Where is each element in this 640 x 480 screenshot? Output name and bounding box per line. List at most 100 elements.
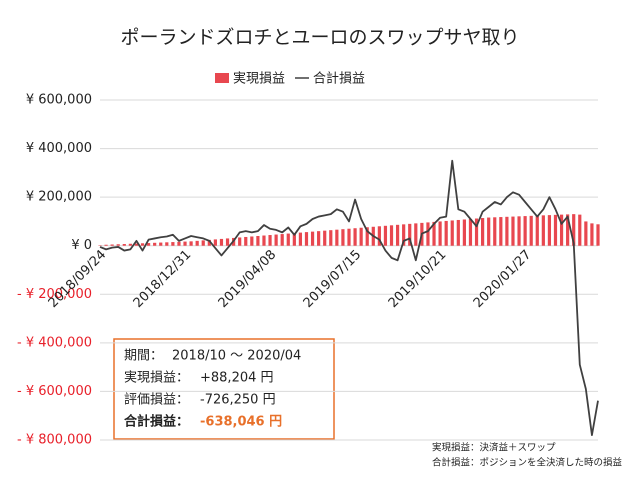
bar: [177, 241, 181, 246]
bar: [286, 233, 290, 246]
bar: [529, 215, 533, 246]
bar: [547, 215, 552, 246]
y-tick-label: - ¥ 400,000: [17, 335, 92, 350]
y-tick-label: - ¥ 200,000: [17, 287, 92, 302]
summary-label: 実現損益：: [124, 370, 189, 386]
bar: [292, 233, 296, 246]
y-tick-label: ¥ 600,000: [26, 93, 92, 108]
bar: [128, 243, 132, 246]
bar: [268, 235, 272, 246]
bar: [517, 216, 521, 246]
bar: [578, 214, 582, 246]
bar: [304, 232, 309, 246]
bar: [219, 238, 224, 246]
bar: [511, 216, 515, 246]
bar: [207, 239, 211, 246]
bar: [329, 230, 333, 246]
bar: [159, 242, 163, 246]
y-tick-label: ¥ 400,000: [26, 141, 92, 156]
bar: [596, 224, 600, 246]
bar: [110, 244, 114, 246]
bar: [450, 220, 454, 246]
summary-label: 期間：: [124, 349, 163, 364]
y-tick-label: ¥ 200,000: [26, 190, 92, 205]
bar: [153, 242, 157, 246]
bar: [408, 223, 412, 246]
bar: [377, 226, 381, 246]
bar: [456, 219, 460, 246]
bar: [213, 239, 217, 246]
bar: [383, 225, 388, 246]
bar: [104, 244, 108, 246]
chart-title: ポーランドズロチとユーロのスワップサヤ取り: [120, 27, 519, 49]
bar: [566, 214, 570, 246]
bar: [262, 235, 266, 246]
legend-swatch: [215, 73, 229, 83]
bar: [414, 223, 418, 246]
bar: [353, 228, 357, 246]
bar: [535, 215, 539, 246]
bar: [438, 221, 442, 246]
bar: [505, 216, 509, 246]
bar: [444, 220, 448, 246]
legend-label: 合計損益: [313, 71, 365, 87]
y-tick-label: ¥ 0: [71, 238, 92, 253]
bar: [523, 216, 527, 246]
bar: [462, 219, 466, 246]
bar: [493, 217, 497, 246]
summary-box: [113, 338, 335, 440]
footnote: 実現損益：決済益＋スワップ: [432, 442, 556, 454]
bar: [553, 214, 558, 246]
bar: [541, 215, 545, 246]
bar: [481, 218, 485, 246]
bar: [238, 237, 242, 246]
bar: [365, 227, 369, 246]
bar: [359, 227, 363, 246]
summary-value: 2018/10 ～ 2020/04: [172, 349, 301, 364]
bar: [274, 234, 278, 246]
bar: [572, 214, 576, 246]
bar: [225, 238, 230, 246]
bar: [122, 244, 126, 246]
bar: [487, 217, 491, 246]
bar: [335, 229, 339, 246]
bar: [559, 214, 564, 246]
bar: [201, 240, 205, 246]
y-tick-label: - ¥ 800,000: [17, 433, 92, 448]
bar: [347, 228, 351, 246]
y-tick-label: - ¥ 600,000: [17, 384, 92, 399]
bar: [310, 231, 315, 246]
summary-value: -638,046 円: [200, 415, 282, 430]
bar: [317, 231, 321, 246]
bar: [134, 243, 139, 246]
summary-label: 合計損益：: [124, 414, 189, 430]
bar: [298, 232, 303, 246]
bar: [171, 242, 175, 246]
bar: [116, 244, 120, 246]
bar: [432, 221, 436, 246]
bar: [280, 234, 284, 246]
bar: [165, 242, 169, 246]
bar: [341, 229, 345, 246]
bar: [584, 221, 588, 246]
bar: [468, 219, 473, 246]
line: [99, 159, 599, 437]
bar: [474, 218, 479, 246]
bar: [323, 230, 327, 246]
bar: [250, 236, 254, 246]
bar: [256, 236, 260, 246]
summary-value: -726,250 円: [200, 393, 276, 408]
legend-label: 実現損益: [233, 71, 285, 87]
bar: [426, 222, 430, 246]
bar: [146, 243, 151, 246]
bar: [389, 225, 394, 246]
bar: [402, 224, 406, 246]
bar: [244, 236, 248, 246]
bar: [499, 217, 503, 246]
summary-label: 評価損益：: [124, 393, 189, 408]
bar: [195, 240, 199, 246]
footnote: 合計損益：ポジションを全決済した時の損益: [432, 457, 623, 469]
bar: [395, 224, 400, 246]
bar: [183, 241, 187, 246]
